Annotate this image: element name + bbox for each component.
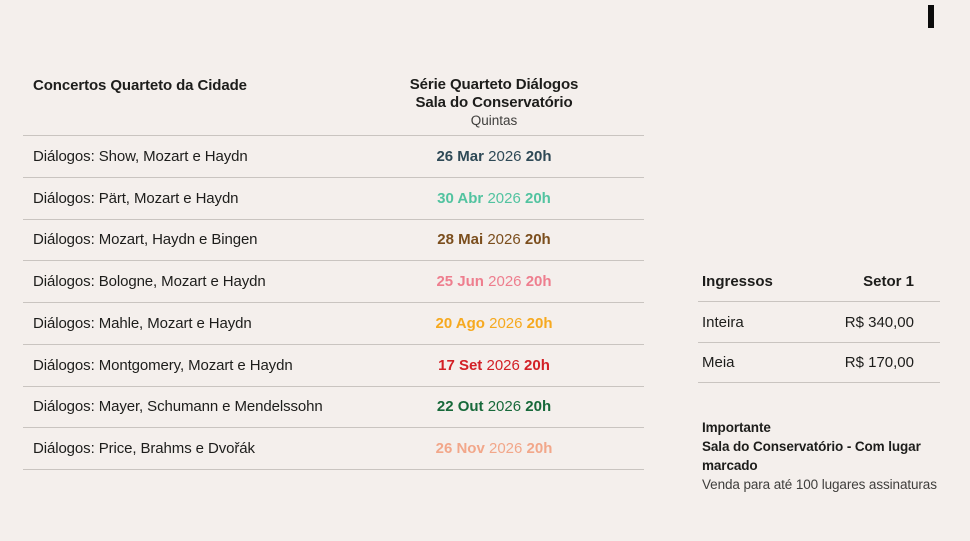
date-year: 2026: [488, 440, 523, 458]
concert-datetime: 20 Ago 2026 20h: [344, 315, 644, 332]
date-time: 20h: [526, 314, 553, 332]
concert-datetime: 22 Out 2026 20h: [344, 398, 644, 415]
date-day: 26 Nov: [435, 440, 485, 458]
date-day: 30 Abr: [437, 189, 484, 207]
concert-name: Diálogos: Mahle, Mozart e Haydn: [33, 314, 252, 332]
ticket-row: Inteira R$ 340,00: [698, 302, 940, 343]
tickets-sector: Setor 1: [863, 273, 914, 291]
concert-datetime: 26 Nov 2026 20h: [344, 440, 644, 457]
date-day: 25 Jun: [436, 273, 484, 291]
date-time: 20h: [526, 440, 553, 458]
text-cursor-mark: [928, 5, 934, 28]
date-year: 2026: [486, 356, 520, 374]
concert-datetime: 26 Mar 2026 20h: [344, 148, 644, 165]
date-time: 20h: [524, 356, 550, 374]
series-weekday: Quintas: [470, 113, 518, 128]
concert-datetime: 17 Set 2026 20h: [344, 357, 644, 374]
schedule-row: Diálogos: Mozart, Haydn e Bingen 28 Mai …: [23, 220, 644, 262]
date-year: 2026: [489, 314, 523, 332]
concert-name: Diálogos: Mayer, Schumann e Mendelssohn: [33, 398, 323, 416]
date-time: 20h: [524, 231, 551, 249]
date-year: 2026: [487, 189, 521, 207]
concert-datetime: 25 Jun 2026 20h: [344, 273, 644, 290]
notes-seating: Sala do Conservatório - Com lugar marcad…: [702, 439, 921, 473]
schedule-row: Diálogos: Montgomery, Mozart e Haydn 17 …: [23, 345, 644, 387]
schedule-row: Diálogos: Pärt, Mozart e Haydn 30 Abr 20…: [23, 178, 644, 220]
concert-name: Diálogos: Mozart, Haydn e Bingen: [33, 231, 258, 249]
concert-name: Diálogos: Show, Mozart e Haydn: [33, 147, 248, 165]
date-year: 2026: [488, 273, 522, 291]
schedule-row: Diálogos: Mayer, Schumann e Mendelssohn …: [23, 387, 644, 429]
tickets-header: Ingressos Setor 1: [698, 262, 940, 303]
tickets-title: Ingressos: [702, 273, 773, 291]
ticket-type: Meia: [702, 353, 735, 371]
date-time: 20h: [525, 273, 552, 291]
concert-datetime: 30 Abr 2026 20h: [344, 190, 644, 207]
schedule-title: Concertos Quarteto da Cidade: [33, 77, 247, 94]
ticket-type: Inteira: [702, 313, 744, 331]
concert-name: Diálogos: Price, Brahms e Dvořák: [33, 440, 255, 458]
date-day: 22 Out: [436, 398, 484, 416]
schedule-row: Diálogos: Show, Mozart e Haydn 26 Mar 20…: [23, 136, 644, 178]
date-year: 2026: [487, 398, 522, 416]
concert-datetime: 28 Mai 2026 20h: [344, 231, 644, 248]
series-venue: Sala do Conservatório: [415, 94, 573, 111]
notes-sales: Venda para até 100 lugares assinaturas: [702, 477, 937, 492]
date-year: 2026: [487, 231, 521, 249]
tickets-table: Ingressos Setor 1 Inteira R$ 340,00 Meia…: [698, 262, 940, 384]
schedule-row: Diálogos: Mahle, Mozart e Haydn 20 Ago 2…: [23, 303, 644, 345]
concert-schedule-table: Concertos Quarteto da Cidade Série Quart…: [23, 70, 644, 470]
date-day: 26 Mar: [436, 147, 484, 165]
date-day: 20 Ago: [435, 314, 485, 332]
schedule-header: Concertos Quarteto da Cidade Série Quart…: [23, 70, 644, 136]
ticket-row: Meia R$ 170,00: [698, 343, 940, 384]
ticket-price: R$ 170,00: [844, 353, 914, 371]
series-name: Série Quarteto Diálogos: [409, 76, 579, 93]
schedule-row: Diálogos: Bologne, Mozart e Haydn 25 Jun…: [23, 261, 644, 303]
date-time: 20h: [525, 147, 552, 165]
concert-name: Diálogos: Montgomery, Mozart e Haydn: [33, 356, 293, 374]
date-time: 20h: [525, 189, 551, 207]
date-year: 2026: [488, 147, 522, 165]
schedule-row: Diálogos: Price, Brahms e Dvořák 26 Nov …: [23, 428, 644, 470]
series-header: Série Quarteto Diálogos Sala do Conserva…: [344, 76, 644, 129]
date-time: 20h: [525, 398, 552, 416]
concert-name: Diálogos: Bologne, Mozart e Haydn: [33, 273, 266, 291]
important-notes: Importante Sala do Conservatório - Com l…: [702, 418, 964, 494]
date-day: 28 Mai: [437, 231, 484, 249]
date-day: 17 Set: [438, 356, 483, 374]
ticket-price: R$ 340,00: [844, 313, 914, 331]
concert-name: Diálogos: Pärt, Mozart e Haydn: [33, 189, 239, 207]
notes-title: Importante: [702, 420, 771, 435]
